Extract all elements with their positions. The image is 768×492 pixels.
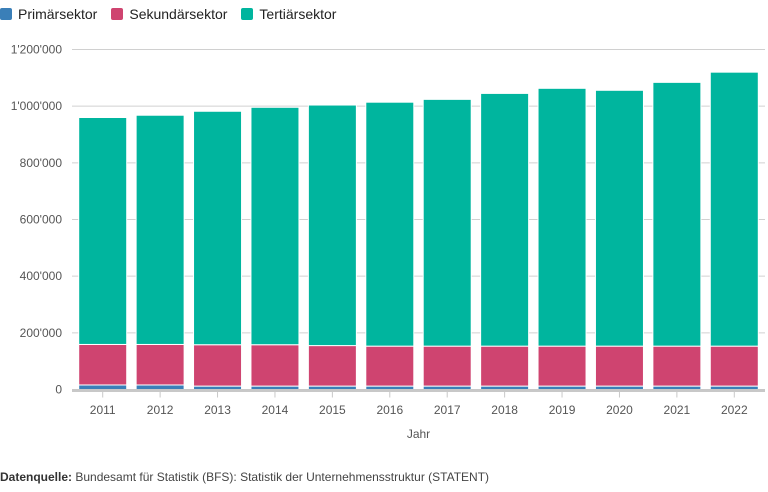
legend-label: Tertiärsektor [259, 6, 337, 22]
bar-segment-tertiärsektor[interactable] [78, 117, 128, 345]
bar-segment-tertiärsektor[interactable] [537, 87, 587, 347]
bar-segment-sekundärsektor[interactable] [422, 345, 472, 387]
y-tick-label: 1'200'000 [11, 43, 63, 57]
source-text: Bundesamt für Statistik (BFS): Statistik… [72, 470, 490, 484]
x-tick-label: 2020 [606, 403, 633, 417]
bar-segment-primärsektor[interactable] [78, 384, 128, 391]
x-axis-title: Jahr [407, 427, 430, 441]
bar-segment-sekundärsektor[interactable] [480, 345, 530, 387]
source-note: Datenquelle: Bundesamt für Statistik (BF… [0, 470, 489, 484]
bar-segment-sekundärsektor[interactable] [78, 343, 128, 386]
x-tick-label: 2021 [664, 403, 691, 417]
bar-segment-primärsektor[interactable] [537, 385, 587, 391]
bar-segment-sekundärsektor[interactable] [193, 344, 243, 387]
x-tick-label: 2013 [204, 403, 231, 417]
y-tick-label: 1'000'000 [11, 99, 63, 113]
bar-segment-tertiärsektor[interactable] [709, 71, 759, 347]
x-tick-label: 2014 [262, 403, 289, 417]
legend-swatch [241, 8, 254, 20]
source-label: Datenquelle: [0, 470, 73, 484]
bar-segment-primärsektor[interactable] [193, 385, 243, 391]
y-tick-label: 600'000 [20, 213, 63, 227]
legend-item-secondary[interactable]: Sekundärsektor [111, 6, 227, 22]
bar-segment-primärsektor[interactable] [250, 385, 300, 391]
legend-label: Primärsektor [18, 6, 98, 22]
x-tick-label: 2017 [434, 403, 461, 417]
x-tick-label: 2022 [721, 403, 748, 417]
bar-segment-primärsektor[interactable] [135, 384, 185, 391]
bar-segment-primärsektor[interactable] [422, 385, 472, 391]
bar-segment-tertiärsektor[interactable] [250, 106, 300, 346]
bar-segment-tertiärsektor[interactable] [307, 104, 357, 347]
legend-swatch [0, 8, 12, 20]
bar-segment-tertiärsektor[interactable] [135, 114, 185, 345]
bar-segment-primärsektor[interactable] [709, 385, 759, 391]
bar-segment-primärsektor[interactable] [652, 385, 702, 391]
y-tick-label: 0 [55, 383, 62, 397]
legend-item-primary[interactable]: Primärsektor [0, 6, 97, 22]
y-tick-label: 400'000 [20, 269, 63, 283]
bar-segment-primärsektor[interactable] [594, 385, 644, 391]
bar-segment-sekundärsektor[interactable] [365, 345, 415, 387]
x-tick-label: 2015 [319, 403, 346, 417]
bar-segment-tertiärsektor[interactable] [422, 98, 472, 347]
bar-segment-tertiärsektor[interactable] [652, 81, 702, 347]
y-tick-label: 200'000 [20, 326, 63, 340]
bar-segment-sekundärsektor[interactable] [594, 345, 644, 387]
bar-segment-sekundärsektor[interactable] [537, 345, 587, 387]
bar-segment-primärsektor[interactable] [365, 385, 415, 391]
bar-segment-sekundärsektor[interactable] [250, 344, 300, 387]
bar-segment-tertiärsektor[interactable] [480, 92, 530, 347]
y-tick-label: 800'000 [20, 156, 63, 170]
bar-segment-sekundärsektor[interactable] [652, 345, 702, 387]
bar-segment-sekundärsektor[interactable] [135, 343, 185, 386]
x-tick-label: 2018 [491, 403, 518, 417]
bar-segment-sekundärsektor[interactable] [307, 345, 357, 387]
legend-swatch [111, 8, 124, 20]
bar-segment-primärsektor[interactable] [307, 385, 357, 391]
x-tick-label: 2016 [376, 403, 403, 417]
legend: Primärsektor Sekundärsektor Tertiärsekto… [0, 6, 336, 22]
bar-segment-tertiärsektor[interactable] [594, 89, 644, 347]
legend-label: Sekundärsektor [129, 6, 228, 22]
bar-segment-primärsektor[interactable] [480, 385, 530, 391]
legend-item-tertiary[interactable]: Tertiärsektor [241, 6, 336, 22]
stacked-bar-chart: 0 200'000 400'000 600'000 800'000 1'000'000 1'… [11, 43, 765, 441]
x-tick-label: 2011 [90, 403, 116, 417]
bar-segment-tertiärsektor[interactable] [365, 101, 415, 347]
bar-segment-tertiärsektor[interactable] [193, 110, 243, 346]
x-tick-label: 2012 [147, 403, 174, 417]
bar-segment-sekundärsektor[interactable] [709, 345, 759, 387]
x-tick-label: 2019 [549, 403, 576, 417]
